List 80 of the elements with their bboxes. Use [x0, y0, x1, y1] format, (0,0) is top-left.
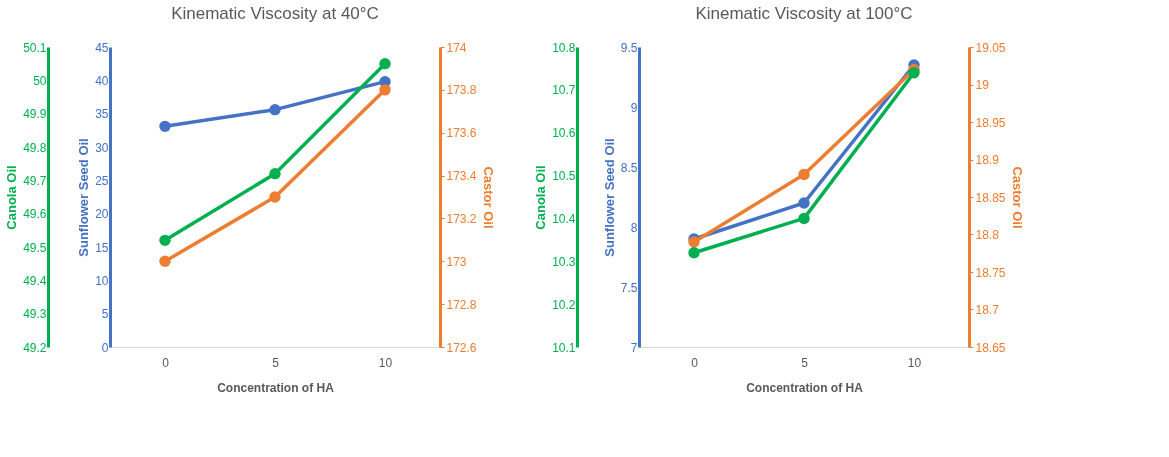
y-tick-label: 0 — [101, 340, 109, 355]
point — [269, 167, 281, 180]
x-tick-label: 0 — [162, 355, 170, 370]
y3-tick-label: 49.9 — [23, 107, 47, 122]
point — [798, 168, 810, 181]
y2-tick-label: 173.2 — [446, 211, 477, 226]
y-tick-label: 35 — [95, 107, 109, 122]
y-tick-label: 25 — [95, 173, 109, 188]
x-tick-label: 5 — [272, 355, 280, 370]
y3-axis-title: Canola Oil — [4, 165, 20, 230]
point — [269, 191, 281, 203]
y-tick-label: 10 — [95, 273, 109, 288]
y-tick-label: 5 — [101, 307, 109, 322]
y-tick-label: 40 — [95, 73, 109, 88]
x-tick-label: 10 — [378, 355, 393, 370]
y3-tick-label: 49.7 — [23, 173, 47, 188]
y-tick-label: 45 — [95, 40, 109, 55]
y3-tick-label: 10.1 — [552, 340, 576, 355]
y3-tick-label: 10.5 — [552, 169, 576, 184]
y2-axis-title: Castor Oil — [480, 166, 496, 229]
y-tick-label: 7 — [630, 340, 638, 355]
y2-tick-label: 19.05 — [975, 40, 1006, 55]
y3-tick-label: 50.1 — [23, 40, 47, 55]
y-tick-label: 9 — [630, 100, 638, 115]
y-tick-label: 15 — [95, 240, 109, 255]
y2-tick-label: 173.4 — [446, 169, 477, 184]
y2-tick-label: 18.85 — [975, 190, 1006, 205]
y3-axis-title: Canola Oil — [533, 165, 549, 230]
y2-tick-label: 18.9 — [975, 153, 1000, 167]
x-tick-label: 5 — [801, 355, 809, 370]
y2-axis-title: Castor Oil — [1009, 166, 1025, 229]
point — [159, 255, 171, 267]
point — [688, 247, 700, 259]
y3-tick-label: 50 — [33, 73, 47, 88]
y3-tick-label: 10.8 — [552, 40, 576, 55]
point — [269, 103, 281, 116]
y3-tick-label: 10.6 — [552, 126, 576, 141]
y2-tick-label: 18.75 — [975, 265, 1006, 280]
y3-tick-label: 49.5 — [23, 240, 47, 255]
point — [798, 212, 810, 225]
y2-tick-label: 172.6 — [446, 340, 477, 355]
y2-tick-label: 174 — [446, 40, 467, 55]
y3-tick-label: 49.4 — [23, 273, 47, 288]
y3-tick-label: 10.3 — [552, 254, 576, 269]
y2-tick-label: 173.8 — [446, 83, 477, 98]
point — [159, 234, 171, 247]
y2-tick-label: 18.8 — [975, 228, 1000, 242]
y-tick-label: 8 — [630, 220, 638, 235]
y-tick-label: 30 — [95, 140, 109, 155]
y-tick-label: 9.5 — [620, 40, 638, 55]
y2-tick-label: 173.6 — [446, 126, 477, 141]
y2-tick-label: 18.95 — [975, 115, 1006, 130]
x-tick-label: 0 — [691, 355, 699, 370]
point — [379, 84, 391, 96]
y-tick-label: 8.5 — [620, 160, 638, 175]
y3-tick-label: 49.6 — [23, 207, 47, 222]
y-axis-title: Sunflower Seed Oil — [76, 138, 92, 257]
y-tick-label: 7.5 — [620, 280, 638, 295]
y2-tick-label: 172.8 — [446, 297, 477, 312]
point — [379, 57, 391, 70]
x-tick-label: 10 — [907, 355, 922, 370]
point — [908, 67, 920, 79]
y2-tick-label: 18.65 — [975, 340, 1006, 355]
y3-tick-label: 49.2 — [23, 340, 47, 355]
y3-tick-label: 49.3 — [23, 307, 47, 322]
y3-tick-label: 10.4 — [552, 211, 576, 226]
chart-title: Kinematic Viscosity at 40°C — [171, 4, 379, 23]
y3-tick-label: 49.8 — [23, 140, 47, 155]
x-axis-title: Concentration of HA — [217, 380, 335, 395]
y-axis-title: Sunflower Seed Oil — [601, 138, 617, 257]
point — [159, 120, 171, 133]
y-tick-label: 20 — [95, 207, 109, 222]
y3-tick-label: 10.7 — [552, 83, 576, 98]
y2-tick-label: 18.7 — [975, 303, 1000, 317]
y3-tick-label: 10.2 — [552, 297, 576, 312]
y2-tick-label: 173 — [446, 254, 467, 269]
chart-title: Kinematic Viscosity at 100°C — [695, 4, 913, 23]
x-axis-title: Concentration of HA — [746, 380, 864, 395]
point — [798, 197, 810, 209]
y2-tick-label: 19 — [975, 78, 990, 92]
